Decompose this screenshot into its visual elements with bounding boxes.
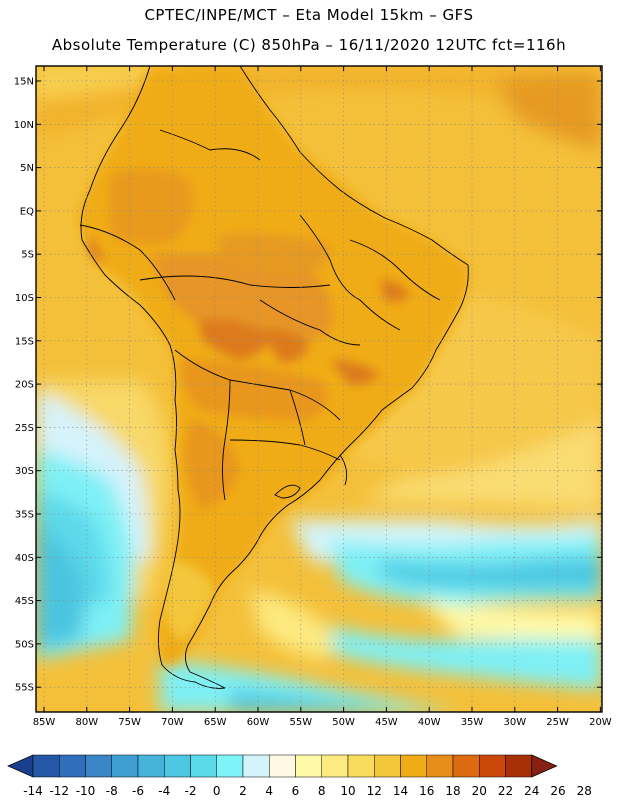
colorbar-swatch [137, 754, 165, 778]
lon-label: 65W [204, 717, 227, 728]
colorbar-label: -12 [49, 784, 69, 798]
colorbar-swatch [164, 754, 191, 778]
lon-label: 50W [332, 717, 355, 728]
colorbar-label: 20 [472, 784, 487, 798]
colorbar-label: 4 [265, 784, 273, 798]
lat-label: 5S [21, 250, 34, 261]
colorbar-swatch [295, 754, 322, 778]
lon-label: 85W [33, 717, 56, 728]
colorbar-swatch [190, 754, 217, 778]
colorbar-label: -2 [185, 784, 197, 798]
map-subtitle: Absolute Temperature (C) 850hPa – 16/11/… [51, 36, 567, 54]
colorbar-label: -14 [23, 784, 43, 798]
colorbar-swatch [321, 754, 349, 778]
lon-label: 45W [375, 717, 398, 728]
colorbar-swatch [216, 754, 244, 778]
colorbar-label: 16 [419, 784, 434, 798]
lat-label: 10S [15, 293, 34, 304]
lon-label: 30W [503, 717, 526, 728]
colorbar-label: 0 [213, 784, 221, 798]
colorbar-label: 2 [239, 784, 247, 798]
longitude-labels: 85W 80W 75W 70W 65W 60W 55W 50W 45W 40W 35W 30W 25W 2… [33, 66, 612, 728]
colorbar-swatch [347, 754, 375, 778]
colorbar-swatch [32, 754, 60, 778]
latitude-labels: 15N 10N 5N EQ 5S 10S 15S 20S 25S 30S 35S 40S 45S 50S 5… [14, 77, 602, 694]
lat-label: 45S [15, 596, 34, 607]
lon-label: 40W [418, 717, 441, 728]
lat-label: 30S [15, 466, 34, 477]
temperature-field [36, 66, 602, 712]
colorbar-swatch [269, 754, 296, 778]
lat-label: 20S [15, 380, 34, 391]
colorbar-label: 28 [577, 784, 592, 798]
lat-label: 15S [15, 336, 34, 347]
lat-label: EQ [20, 206, 34, 217]
lat-label: 15N [14, 77, 34, 88]
colorbar-swatch [505, 754, 532, 778]
lat-label: 35S [15, 510, 34, 521]
lon-label: 20W [589, 717, 612, 728]
lon-label: 75W [118, 717, 141, 728]
colorbar-label: -10 [76, 784, 96, 798]
colorbar-swatch [85, 754, 112, 778]
colorbar-label: -6 [132, 784, 144, 798]
lon-label: 35W [461, 717, 484, 728]
colorbar-label: 14 [393, 784, 408, 798]
colorbar-label: 22 [498, 784, 513, 798]
lat-label: 55S [15, 683, 34, 694]
lat-label: 25S [15, 423, 34, 434]
lat-label: 50S [15, 639, 34, 650]
lat-label: 40S [15, 553, 34, 564]
colorbar-label: 24 [524, 784, 539, 798]
colorbar-swatch [426, 754, 454, 778]
colorbar-label: 8 [318, 784, 326, 798]
colorbar-swatch [374, 754, 401, 778]
colorbar-label: 18 [445, 784, 460, 798]
lon-label: 25W [546, 717, 569, 728]
colorbar-label: 10 [340, 784, 355, 798]
colorbar-label: -4 [158, 784, 170, 798]
colorbar: -14 -12 -10 -8 -6 -4 -2 0 2 4 6 8 10 12 14 16 18 20 22 24 26… [7, 754, 592, 798]
lon-label: 70W [161, 717, 184, 728]
lat-label: 10N [14, 120, 34, 131]
colorbar-swatch [400, 754, 427, 778]
colorbar-label: 6 [292, 784, 300, 798]
colorbar-label: 26 [550, 784, 565, 798]
colorbar-swatch [242, 754, 270, 778]
lat-label: 5N [20, 163, 34, 174]
colorbar-swatch [452, 754, 480, 778]
colorbar-swatch [111, 754, 139, 778]
colorbar-label: -8 [106, 784, 118, 798]
map-title: CPTEC/INPE/MCT – Eta Model 15km – GFS [144, 6, 474, 24]
lon-label: 80W [75, 717, 98, 728]
coastlines-borders [79, 66, 469, 689]
colorbar-label: 12 [367, 784, 382, 798]
colorbar-swatch [59, 754, 86, 778]
lon-label: 55W [289, 717, 312, 728]
colorbar-swatch [479, 754, 506, 778]
colorbar-arrow-low [7, 754, 34, 778]
colorbar-arrow-high [531, 754, 558, 778]
lon-label: 60W [247, 717, 270, 728]
